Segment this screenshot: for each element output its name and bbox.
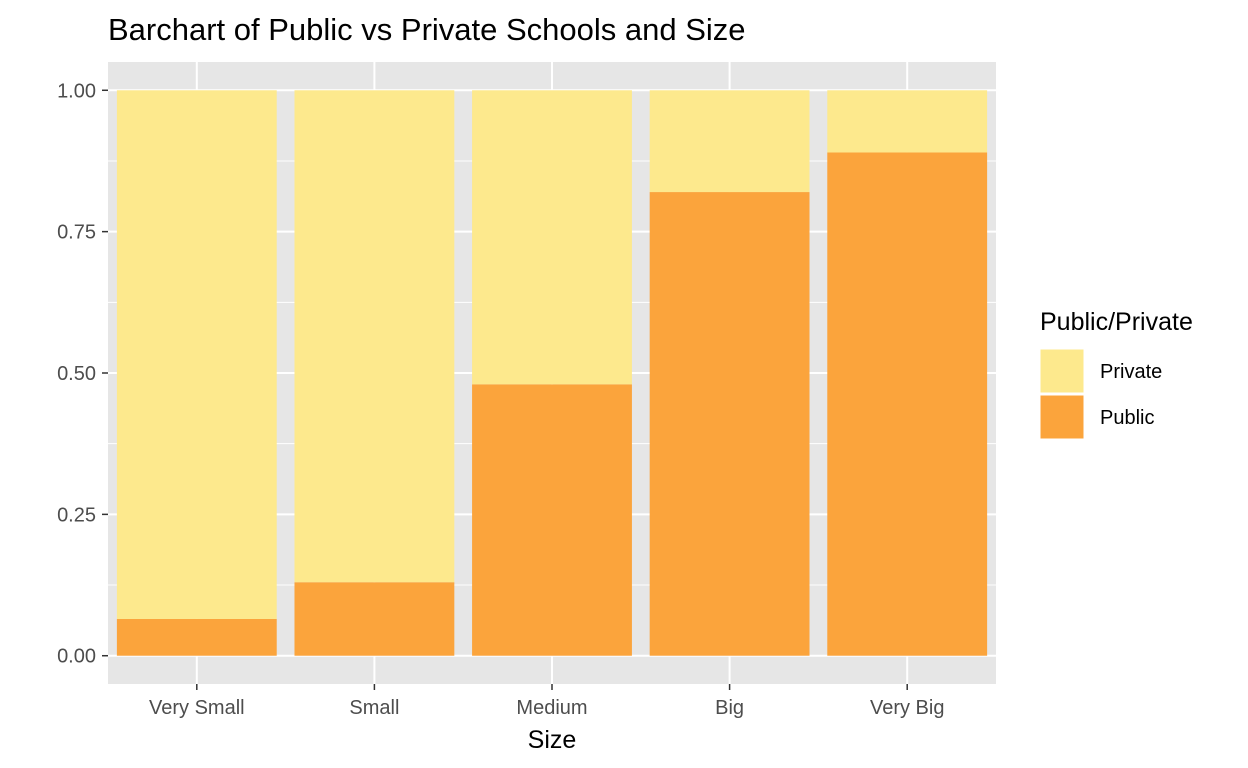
bar-public-very-small bbox=[116, 618, 277, 656]
y-tick-label: 0.25 bbox=[57, 504, 96, 526]
bar-private-small bbox=[294, 90, 455, 583]
legend-label-private: Private bbox=[1100, 361, 1162, 383]
bar-private-very-small bbox=[116, 90, 277, 619]
bar-private-medium bbox=[472, 90, 632, 385]
x-tick-label: Medium bbox=[516, 697, 587, 719]
chart-title: Barchart of Public vs Private Schools an… bbox=[108, 12, 746, 47]
legend-label-public: Public bbox=[1100, 407, 1154, 429]
bars bbox=[116, 90, 988, 656]
x-tick-label: Very Big bbox=[870, 697, 944, 719]
legend-title: Public/Private bbox=[1040, 308, 1193, 336]
y-tick-label: 0.50 bbox=[57, 363, 96, 385]
x-tick-label: Big bbox=[715, 697, 744, 719]
bar-private-very-big bbox=[827, 90, 988, 153]
bar-private-big bbox=[649, 90, 810, 193]
y-tick-label: 0.75 bbox=[57, 222, 96, 244]
legend-swatch-private bbox=[1039, 348, 1085, 394]
bar-public-small bbox=[294, 582, 455, 656]
y-tick-label: 0.00 bbox=[57, 646, 96, 668]
x-tick-label: Small bbox=[349, 697, 399, 719]
bar-public-medium bbox=[472, 384, 632, 656]
y-tick-label: 1.00 bbox=[57, 80, 96, 102]
x-axis-title: Size bbox=[528, 726, 577, 754]
x-tick-label: Very Small bbox=[149, 697, 245, 719]
bar-public-very-big bbox=[827, 152, 988, 656]
legend-swatch-public bbox=[1039, 394, 1085, 440]
bar-public-big bbox=[649, 192, 810, 656]
axes: 0.00 0.25 0.50 0.75 1.00 Very Small Small Mediu… bbox=[57, 80, 944, 719]
legend: Public/Private Private Public bbox=[1039, 308, 1193, 440]
